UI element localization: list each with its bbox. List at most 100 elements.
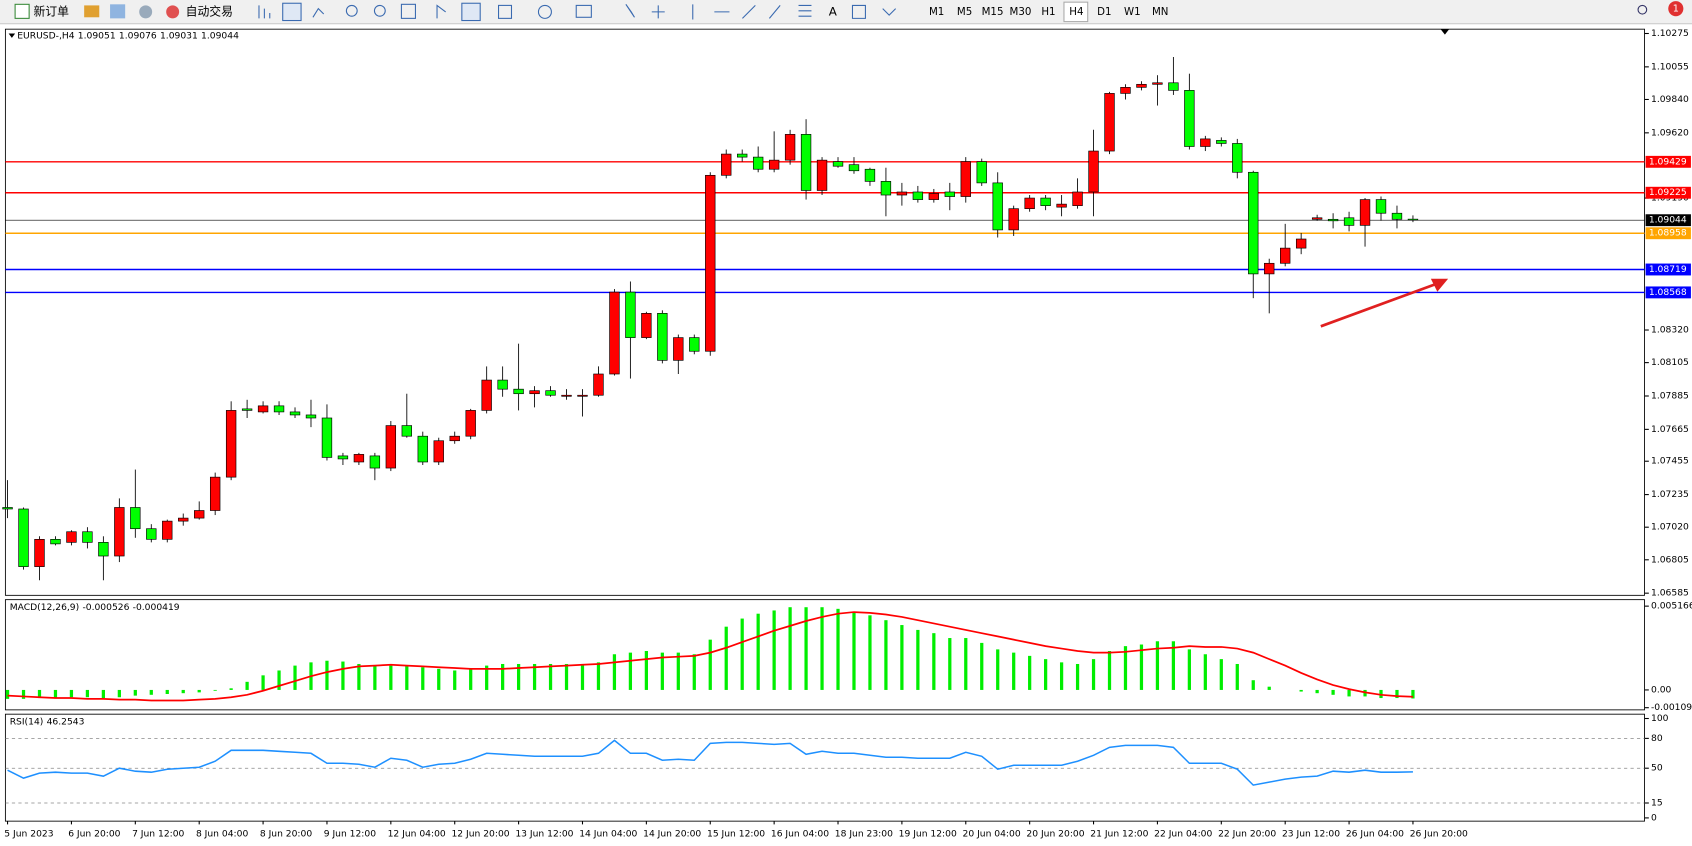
candle-body xyxy=(657,313,668,361)
icon[interactable] xyxy=(497,4,513,19)
candle-body xyxy=(1343,217,1355,226)
panel-header: MACD(12,26,9) -0.000526 -0.000419 xyxy=(10,602,180,613)
x-tick-label: 18 Jun 23:00 xyxy=(835,829,893,840)
icon[interactable] xyxy=(575,4,592,18)
candle-body xyxy=(130,507,141,530)
level-label-box xyxy=(1645,263,1691,276)
candle-body xyxy=(1072,191,1083,206)
icon[interactable] xyxy=(84,5,100,18)
candle-body xyxy=(1200,138,1211,147)
macd-bar xyxy=(612,654,617,690)
y-tick-label: 1.07665 xyxy=(1651,424,1689,435)
macd-bar xyxy=(437,668,441,690)
candle-body xyxy=(1311,217,1323,220)
macd-bar xyxy=(21,689,26,699)
y-tick-label: 1.06585 xyxy=(1651,588,1689,599)
auto-trading-icon[interactable] xyxy=(166,5,180,19)
y-tick-label: 100 xyxy=(1651,713,1669,724)
candle-body xyxy=(178,517,189,522)
y-tick-label: 1.09620 xyxy=(1651,127,1689,138)
candle-body xyxy=(98,542,109,557)
icon[interactable] xyxy=(282,2,302,22)
candle-body xyxy=(1168,82,1179,91)
macd-bar xyxy=(389,665,393,690)
cursor[interactable] xyxy=(625,4,635,18)
macd-bar xyxy=(277,670,281,690)
candle-body xyxy=(1407,218,1419,221)
icon[interactable] xyxy=(110,4,126,19)
toolbar-icons xyxy=(258,2,897,22)
icon[interactable] xyxy=(436,4,446,19)
auto-trading-button[interactable]: 自动交易 xyxy=(186,4,233,18)
macd-bar xyxy=(453,670,457,690)
y-tick-label: 1.08105 xyxy=(1651,357,1689,368)
icon[interactable] xyxy=(139,5,153,19)
macd-bar xyxy=(117,689,121,698)
icon[interactable] xyxy=(312,7,325,18)
candle-body xyxy=(513,388,524,395)
macd-bar xyxy=(1203,654,1207,690)
y-tick-label: 1.09840 xyxy=(1651,94,1689,105)
macd-bar xyxy=(149,689,153,695)
draw-tools[interactable] xyxy=(692,4,812,20)
text-tool[interactable]: A xyxy=(829,4,838,18)
icon[interactable] xyxy=(461,2,481,22)
candle-body xyxy=(721,153,732,176)
candle-body xyxy=(1375,199,1387,214)
macd-bar xyxy=(1155,641,1160,690)
y-tick-label: 1.08320 xyxy=(1651,325,1689,336)
macd-bar xyxy=(197,689,201,693)
candle-body xyxy=(832,161,844,167)
timeframe-button[interactable]: M30 xyxy=(1010,6,1032,18)
level-label: 1.08719 xyxy=(1649,264,1687,275)
timeframe-button[interactable]: M15 xyxy=(982,6,1004,18)
macd-bar xyxy=(293,665,297,690)
macd-bar xyxy=(1411,689,1415,699)
panel-title: EURUSD-,H4 xyxy=(17,30,74,41)
candle-body xyxy=(34,539,45,567)
candle-body xyxy=(625,291,636,338)
panel-title: MACD(12,26,9) xyxy=(10,602,80,613)
y-tick-label: 0 xyxy=(1651,812,1657,823)
new-order-button[interactable]: 新订单 xyxy=(33,4,69,18)
level-label-box xyxy=(1645,155,1691,168)
timeframe-button[interactable]: W1 xyxy=(1124,6,1141,18)
timeframe-button[interactable]: M1 xyxy=(929,6,944,18)
search[interactable] xyxy=(1637,4,1648,15)
x-tick-label: 6 Jun 20:00 xyxy=(68,829,120,840)
alert-badge[interactable] xyxy=(1668,1,1684,17)
x-tick-label: 22 Jun 04:00 xyxy=(1154,829,1212,840)
macd-bar xyxy=(580,663,585,690)
active-timeframe-box xyxy=(1063,1,1089,23)
timeframe-button[interactable]: H1 xyxy=(1041,6,1055,18)
panel-frame xyxy=(4,599,1645,711)
candle-body xyxy=(593,373,604,396)
crosshair[interactable] xyxy=(651,5,665,19)
alert-count: 1 xyxy=(1673,4,1679,15)
candle-body xyxy=(848,164,860,172)
candle-body xyxy=(497,379,508,390)
x-tick-label: 16 Jun 04:00 xyxy=(771,829,829,840)
icon[interactable] xyxy=(258,5,271,19)
timeframe-button[interactable]: MN xyxy=(1152,6,1169,18)
icon[interactable] xyxy=(400,3,416,19)
charts: 1.102751.100551.098401.096201.091901.083… xyxy=(2,28,1692,840)
timeframe-button[interactable]: M5 xyxy=(957,6,972,18)
y-tick-label: 1.10275 xyxy=(1651,28,1689,39)
candle-body xyxy=(369,455,381,469)
x-tick-label: 22 Jun 20:00 xyxy=(1218,829,1276,840)
timeframes: M1 M5 M15 M30 H1 H4 D1 W1 MN xyxy=(929,6,1169,18)
macd-bar xyxy=(1299,689,1303,692)
draw-tools[interactable] xyxy=(851,4,897,19)
candle-body xyxy=(241,408,253,411)
signal-line xyxy=(7,611,1413,702)
new-order-icon[interactable] xyxy=(14,3,30,19)
zoom-out[interactable] xyxy=(373,4,386,17)
zoom-in[interactable] xyxy=(345,4,358,17)
macd-bar xyxy=(181,689,185,694)
icon[interactable] xyxy=(537,4,552,19)
timeframe-button[interactable]: D1 xyxy=(1097,6,1111,18)
candle-body xyxy=(673,337,684,361)
timeframe-button[interactable]: H4 xyxy=(1069,6,1083,18)
